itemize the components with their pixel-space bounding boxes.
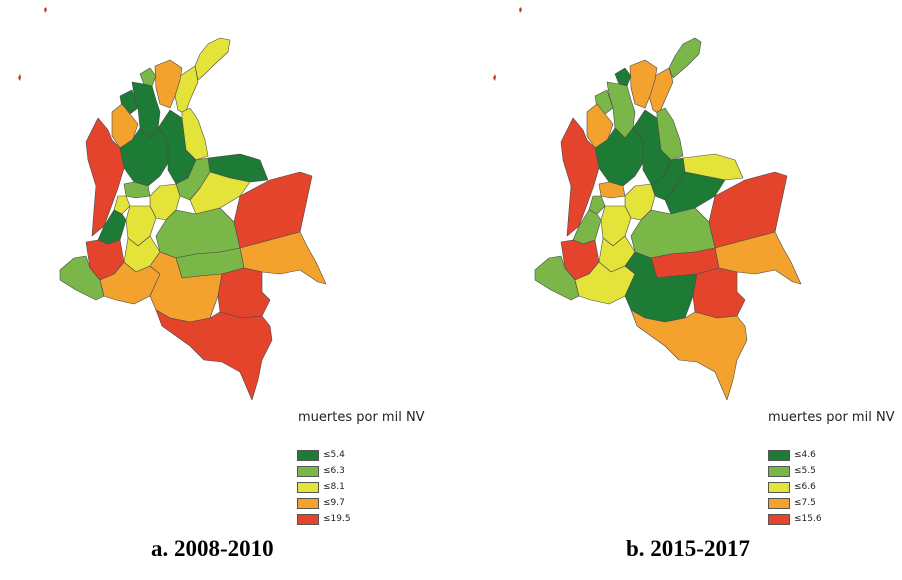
legend-item: ≤8.1 xyxy=(297,479,351,495)
dept-risaralda xyxy=(588,195,606,215)
legend-label: ≤19.5 xyxy=(323,514,351,524)
panel-caption: a. 2008-2010 xyxy=(151,536,274,561)
legend-swatch xyxy=(768,449,790,461)
legend-label: ≤7.5 xyxy=(794,498,816,508)
island-san-andres xyxy=(519,7,522,13)
legend-item: ≤6.6 xyxy=(768,479,822,495)
map-panel-2015-2017: muertes por mil NV ≤4.6 ≤5.5 ≤6.6 ≤7.5 ≤… xyxy=(451,0,902,580)
legend-swatch xyxy=(768,497,790,509)
legend-label: ≤5.4 xyxy=(323,450,345,460)
legend-label: ≤6.3 xyxy=(323,466,345,476)
dept-choco xyxy=(560,117,600,237)
dept-cordoba xyxy=(111,103,139,149)
legend-swatch xyxy=(768,513,790,525)
legend-title: muertes por mil NV xyxy=(298,410,425,425)
dept-atlantico xyxy=(614,67,632,87)
legend-swatch xyxy=(297,497,319,509)
legend-item: ≤7.5 xyxy=(768,495,822,511)
island-san-andres xyxy=(44,7,47,13)
dept-magdalena xyxy=(154,59,183,109)
legend-item: ≤6.3 xyxy=(297,463,351,479)
legend-swatch xyxy=(768,465,790,477)
legend-label: ≤15.6 xyxy=(794,514,822,524)
map-panel-2008-2010: muertes por mil NV ≤5.4 ≤6.3 ≤8.1 ≤9.7 ≤… xyxy=(18,7,425,561)
dept-guajira xyxy=(194,37,231,81)
legend-swatch xyxy=(297,449,319,461)
legend-title: muertes por mil NV xyxy=(768,410,895,425)
dept-choco xyxy=(85,117,125,237)
legend-item: ≤5.5 xyxy=(768,463,822,479)
dept-risaralda xyxy=(113,195,131,215)
dept-magdalena xyxy=(629,59,658,109)
legend-swatch xyxy=(297,465,319,477)
legend-item: ≤4.6 xyxy=(768,447,822,463)
legend: ≤5.4 ≤6.3 ≤8.1 ≤9.7 ≤19.5 xyxy=(297,447,351,527)
legend-swatch xyxy=(297,513,319,525)
legend-label: ≤8.1 xyxy=(323,482,345,492)
legend-swatch xyxy=(768,481,790,493)
legend-label: ≤6.6 xyxy=(794,482,816,492)
legend: ≤4.6 ≤5.5 ≤6.6 ≤7.5 ≤15.6 xyxy=(768,447,822,527)
dept-vaupes xyxy=(692,267,746,319)
dept-guajira xyxy=(668,37,702,79)
dept-atlantico xyxy=(139,67,157,87)
legend-item: ≤9.7 xyxy=(297,495,351,511)
legend-item: ≤15.6 xyxy=(768,511,822,527)
dept-vaupes xyxy=(217,267,271,319)
panel-caption: b. 2015-2017 xyxy=(626,536,750,561)
colombia-map-2008-2010 xyxy=(18,7,327,401)
legend-item: ≤19.5 xyxy=(297,511,351,527)
colombia-map-2015-2017 xyxy=(493,7,802,401)
legend-label: ≤4.6 xyxy=(794,450,816,460)
dept-cesar xyxy=(174,65,199,115)
dept-caqueta xyxy=(149,251,223,323)
dept-caqueta xyxy=(624,251,698,323)
legend-label: ≤5.5 xyxy=(794,466,816,476)
dept-amazonas xyxy=(630,309,748,401)
dept-cordoba xyxy=(586,103,614,149)
legend-swatch xyxy=(297,481,319,493)
island-providencia xyxy=(493,74,496,81)
legend-item: ≤5.4 xyxy=(297,447,351,463)
dept-amazonas xyxy=(155,309,273,401)
legend-label: ≤9.7 xyxy=(323,498,345,508)
island-providencia xyxy=(18,74,21,81)
